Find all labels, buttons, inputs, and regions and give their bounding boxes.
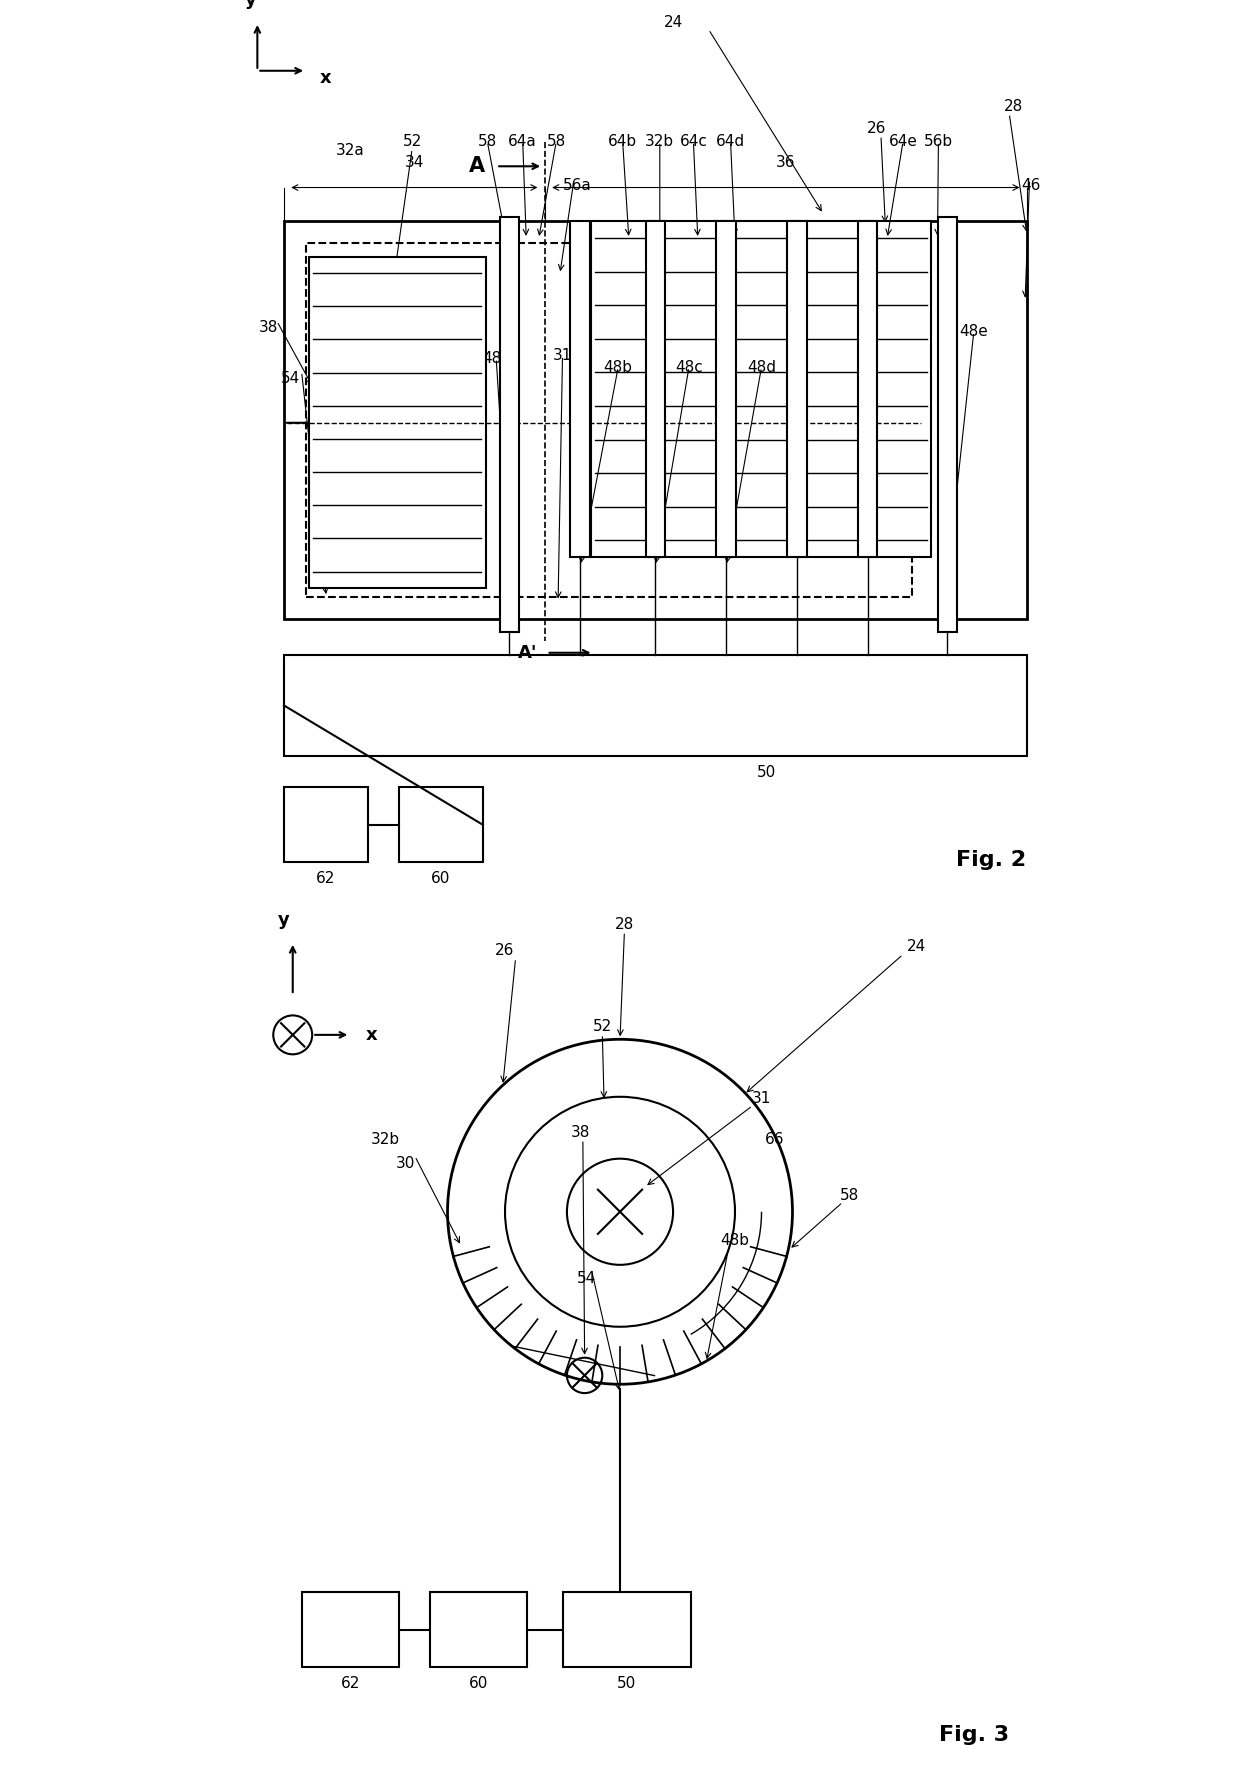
Text: 64d: 64d	[715, 134, 745, 149]
Text: 48b: 48b	[720, 1233, 749, 1247]
Text: 36: 36	[776, 156, 796, 170]
Text: 62: 62	[341, 1675, 360, 1691]
Bar	[284, 221, 1027, 619]
Text: x: x	[319, 69, 331, 87]
Text: 50: 50	[618, 1675, 636, 1691]
Bar	[590, 221, 931, 557]
Text: 28: 28	[1004, 99, 1023, 113]
Text: 56b: 56b	[924, 134, 954, 149]
Text: 48d: 48d	[746, 359, 776, 375]
Text: 31: 31	[553, 348, 572, 363]
Bar	[937, 216, 957, 632]
Text: 48b: 48b	[604, 359, 632, 375]
Bar	[717, 221, 735, 557]
Text: 31: 31	[751, 1091, 771, 1106]
Text: 58: 58	[841, 1189, 859, 1203]
Text: 52: 52	[593, 1019, 611, 1033]
Bar	[858, 221, 878, 557]
Text: 54: 54	[577, 1270, 596, 1286]
Text: 52: 52	[403, 134, 422, 149]
Text: Fig. 3: Fig. 3	[939, 1725, 1009, 1746]
Text: A': A'	[518, 644, 538, 662]
Text: 64c: 64c	[680, 134, 707, 149]
Text: 32a: 32a	[336, 143, 365, 157]
Text: 32b: 32b	[371, 1132, 401, 1146]
Text: 58: 58	[477, 134, 497, 149]
Text: 34: 34	[404, 156, 424, 170]
Text: 28: 28	[615, 916, 634, 932]
Bar	[500, 216, 520, 632]
Text: 64b: 64b	[608, 134, 637, 149]
Bar	[301, 1592, 399, 1666]
Bar	[646, 221, 665, 557]
Text: 60: 60	[469, 1675, 489, 1691]
Text: 64e: 64e	[889, 134, 918, 149]
Bar	[787, 221, 807, 557]
Text: x: x	[366, 1026, 377, 1044]
Text: 60: 60	[432, 870, 450, 886]
Text: 66: 66	[765, 1132, 785, 1146]
Text: 30: 30	[424, 324, 444, 340]
Text: 26: 26	[495, 943, 515, 959]
Text: 24: 24	[663, 14, 683, 30]
Text: 46: 46	[1022, 179, 1042, 193]
Text: 62: 62	[316, 870, 336, 886]
Bar	[430, 1592, 527, 1666]
Bar	[306, 242, 911, 598]
Text: 64a: 64a	[508, 134, 537, 149]
Text: y: y	[278, 911, 290, 929]
Text: A: A	[469, 156, 485, 177]
Text: 58: 58	[547, 134, 565, 149]
Text: 48e: 48e	[960, 324, 988, 340]
Text: y: y	[244, 0, 257, 9]
Text: 56a: 56a	[563, 179, 591, 193]
Text: 48c: 48c	[675, 359, 703, 375]
Text: 30: 30	[397, 1155, 415, 1171]
Text: 48a: 48a	[482, 350, 511, 366]
Text: Fig. 2: Fig. 2	[956, 849, 1027, 870]
Bar	[284, 787, 368, 863]
Text: 54: 54	[281, 371, 300, 386]
Bar	[399, 787, 482, 863]
Text: 26: 26	[867, 120, 887, 136]
Bar	[563, 1592, 691, 1666]
Text: 38: 38	[570, 1125, 590, 1139]
Bar	[309, 257, 486, 587]
Bar	[284, 655, 1027, 757]
Text: 32b: 32b	[645, 134, 675, 149]
Text: 24: 24	[906, 939, 926, 953]
Text: 38: 38	[259, 320, 279, 334]
Text: 50: 50	[758, 764, 776, 780]
Bar	[570, 221, 590, 557]
